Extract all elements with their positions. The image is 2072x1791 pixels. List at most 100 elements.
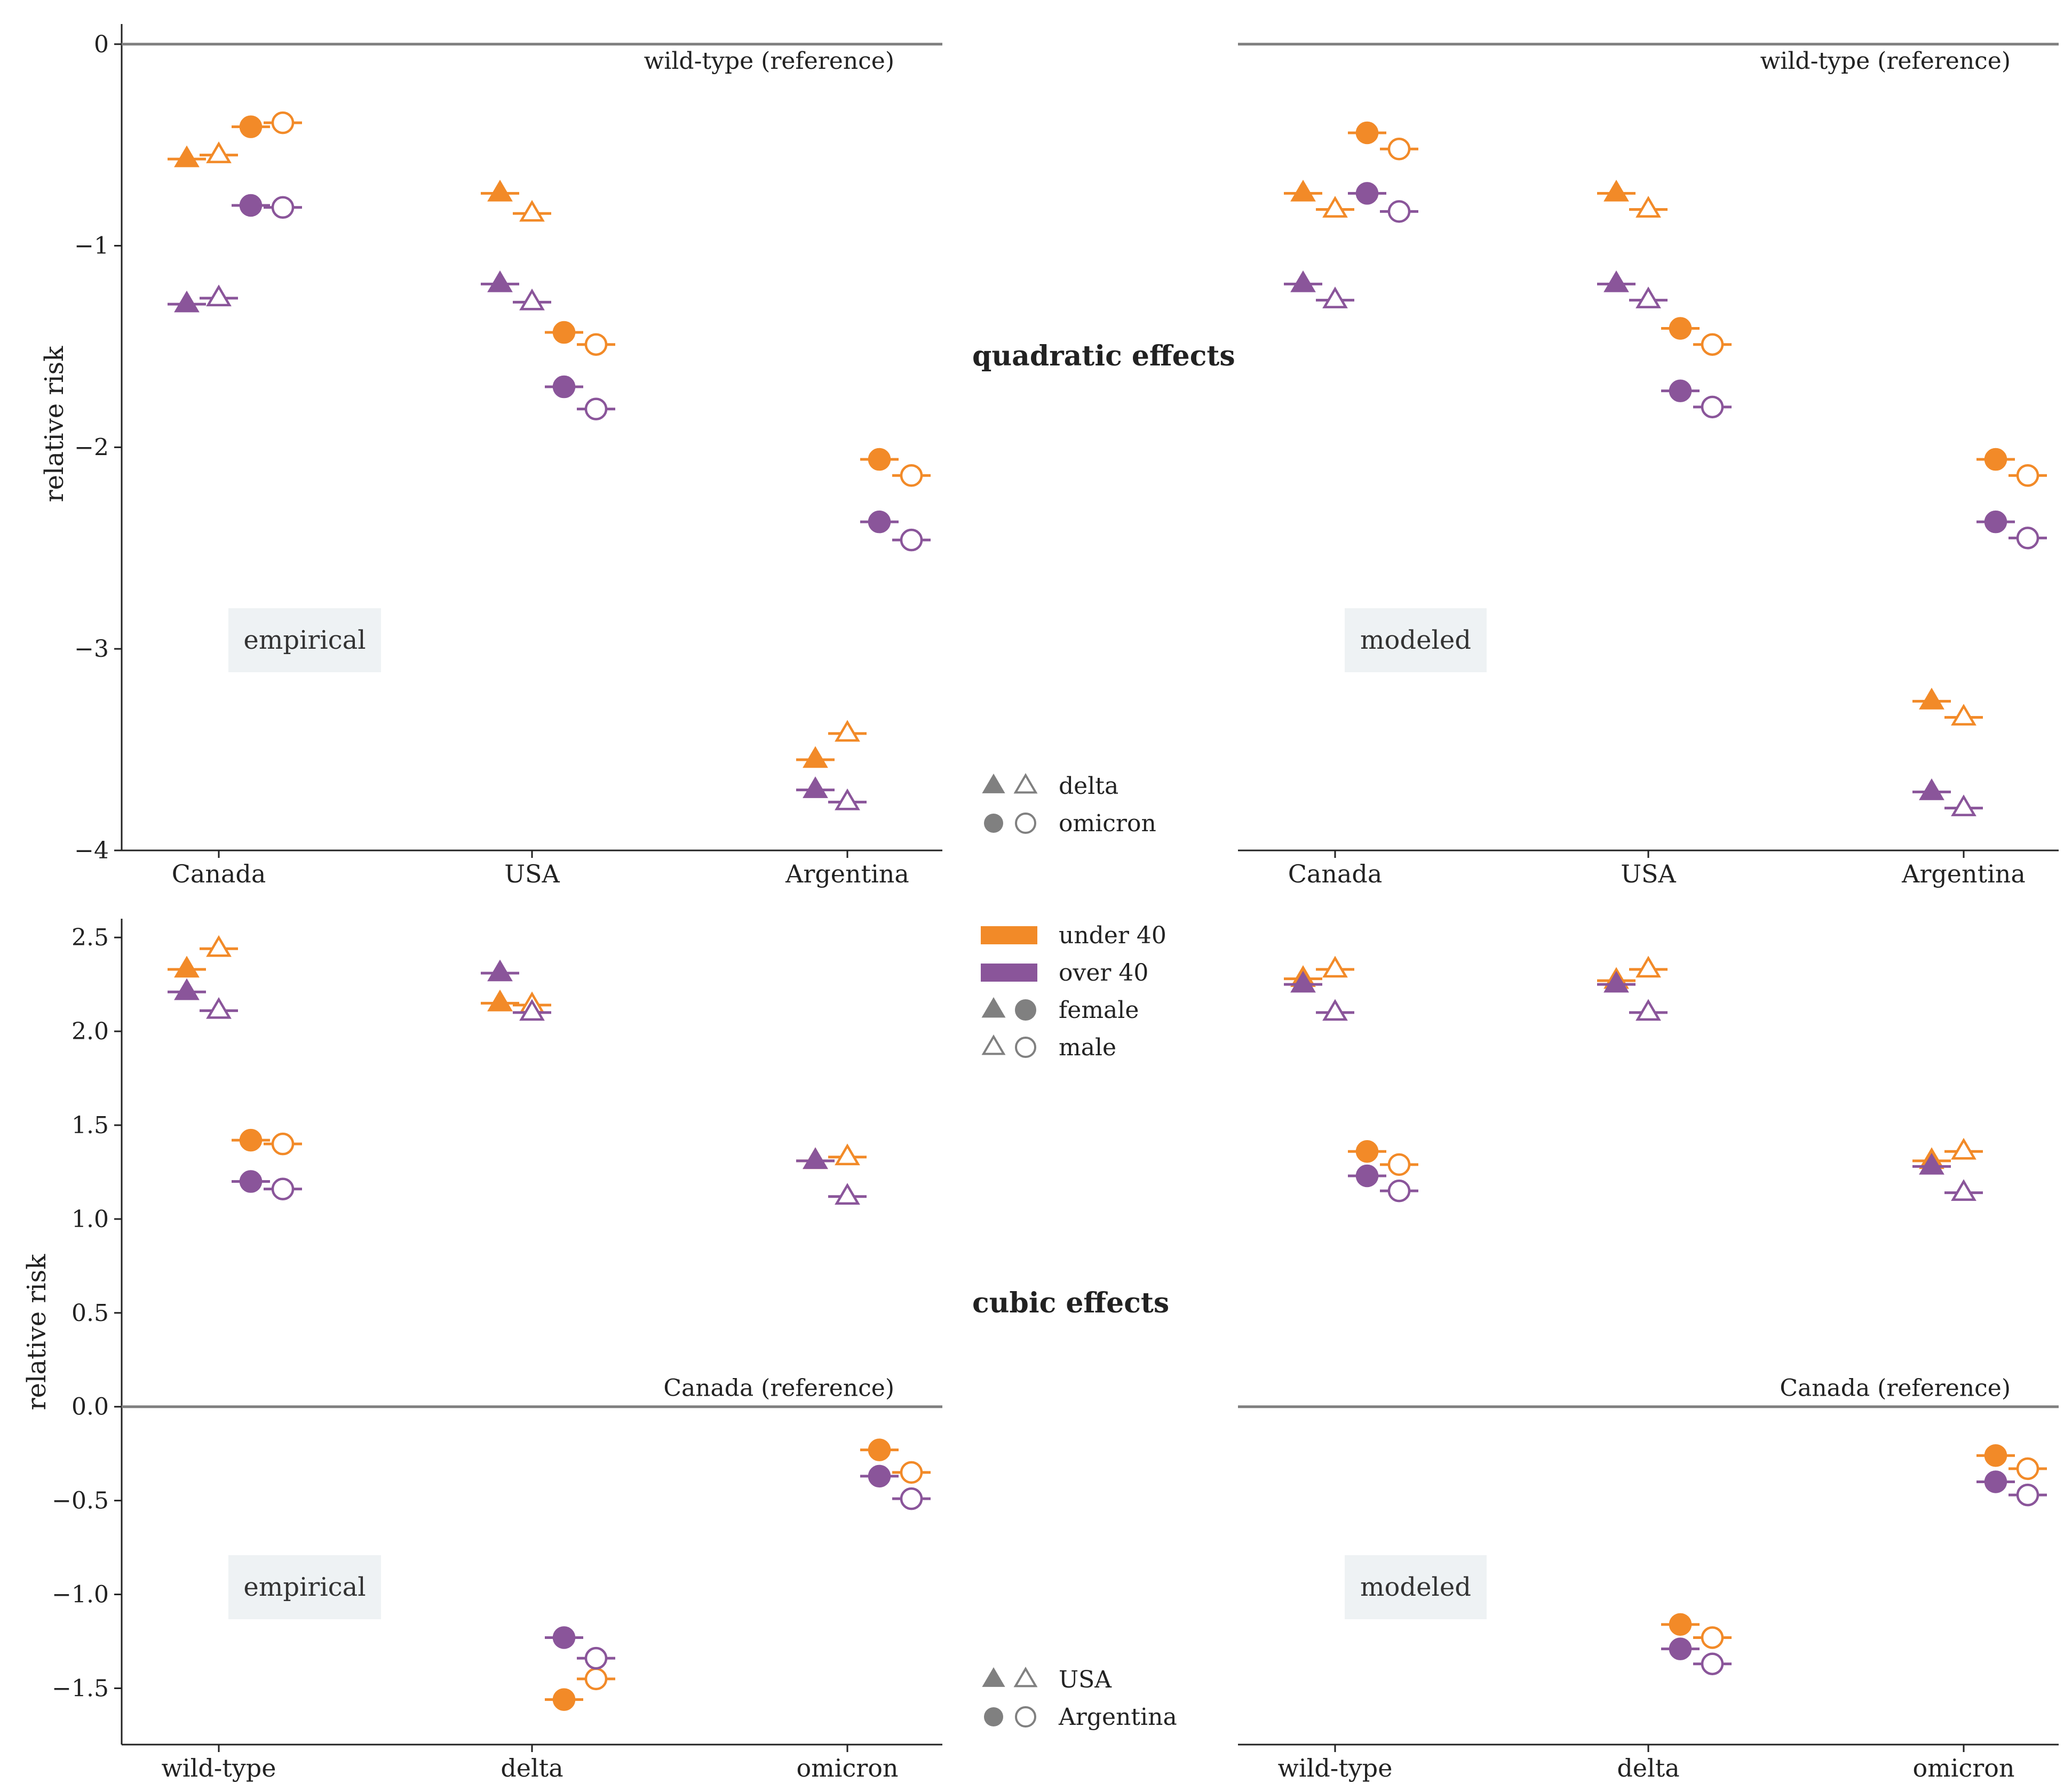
legend-label: over 40	[1059, 959, 1148, 986]
legend-swatch	[981, 926, 1037, 944]
data-point-triangle	[1636, 999, 1661, 1021]
data-point-triangle	[206, 141, 232, 163]
panel-badge-text: modeled	[1360, 625, 1471, 655]
y-tick-label: 0	[94, 31, 109, 58]
legend-circle-icon	[1015, 1037, 1036, 1058]
y-axis-title-bottom: relative risk	[22, 1254, 52, 1411]
data-point-circle	[552, 1688, 576, 1711]
data-point-triangle	[487, 989, 513, 1012]
data-point-circle	[900, 528, 923, 552]
data-point-circle	[900, 1461, 923, 1484]
data-point-circle	[1669, 379, 1692, 402]
data-point-circle	[1387, 137, 1411, 161]
data-point-circle	[1701, 1626, 1724, 1649]
legend-item-omicron: omicron	[984, 810, 1156, 837]
data-point-circle	[1984, 1470, 2007, 1493]
data-point-circle	[1355, 182, 1379, 205]
legend-triangle-open-icon	[1013, 1667, 1038, 1687]
legend-swatch	[981, 964, 1037, 982]
legend-circle-filled-icon	[984, 814, 1003, 833]
panel-badge	[1345, 1555, 1487, 1619]
panel-badge-text: modeled	[1360, 1572, 1471, 1602]
x-tick-label: delta	[1617, 1754, 1679, 1782]
data-point-circle	[1984, 448, 2007, 471]
data-point-circle	[271, 1177, 295, 1200]
x-tick-label: Canada	[172, 859, 266, 888]
data-point-triangle	[1919, 687, 1944, 710]
panel-badge-text: empirical	[243, 1572, 366, 1602]
data-point-circle	[868, 1438, 891, 1461]
data-point-triangle	[1636, 196, 1661, 218]
data-point-triangle	[487, 959, 513, 982]
legend-circle-open-icon	[1015, 1706, 1036, 1728]
data-point-triangle	[1919, 1152, 1944, 1175]
y-tick-label: −2	[74, 434, 109, 461]
x-tick-label: wild-type	[1278, 1754, 1393, 1782]
legend-label: delta	[1059, 773, 1118, 800]
data-point-triangle	[1603, 970, 1629, 993]
data-point-triangle	[1322, 956, 1348, 978]
data-point-triangle	[519, 288, 545, 311]
legend-item-female: female	[981, 997, 1139, 1024]
x-tick-label: USA	[1621, 859, 1676, 888]
x-tick-label: delta	[501, 1754, 563, 1782]
data-point-triangle	[803, 746, 828, 768]
data-point-triangle	[206, 935, 232, 957]
data-point-triangle	[1603, 179, 1629, 202]
data-point-circle	[239, 1128, 263, 1152]
data-point-circle	[1669, 1637, 1692, 1660]
data-point-triangle	[206, 997, 232, 1019]
data-point-triangle	[1290, 270, 1316, 292]
panel-cubic-empirical: 2.5 2.0 1.5 1.0 0.5 0.0 −0.5 −1.0 −1.5 Canada (re…	[52, 919, 942, 1782]
data-point-circle	[584, 1667, 608, 1691]
y-tick-label: −1.5	[52, 1675, 109, 1702]
data-point-circle	[271, 1132, 295, 1156]
y-tick-label: −0.5	[52, 1487, 109, 1515]
data-point-circle	[1669, 1613, 1692, 1636]
panel-cubic-modeled: Canada (reference) wild-type delta omicron m…	[1238, 956, 2059, 1782]
legend-item-under-40: under 40	[981, 922, 1166, 949]
x-tick-label: Argentina	[785, 859, 909, 888]
panel-badge-text: empirical	[243, 625, 366, 655]
y-tick-label: −3	[74, 635, 109, 663]
data-point-circle	[1387, 1153, 1411, 1176]
legend-circle-icon	[1015, 999, 1036, 1021]
data-point-circle	[2016, 464, 2039, 487]
panel-badge	[228, 608, 381, 672]
data-point-triangle	[174, 290, 200, 313]
x-tick-label: Canada	[1288, 859, 1383, 888]
legend-label: USA	[1059, 1666, 1112, 1693]
data-point-triangle	[835, 1143, 860, 1166]
panel-badge	[1345, 608, 1487, 672]
data-point-circle	[552, 1626, 576, 1649]
data-point-circle	[239, 194, 263, 217]
data-point-circle	[1701, 333, 1724, 356]
legend-country-shapes: USA Argentina	[982, 1666, 1177, 1731]
legend-item-delta: delta	[982, 773, 1118, 800]
data-point-circle	[584, 333, 608, 356]
data-point-circle	[239, 1170, 263, 1193]
panels-layer: 0 −1 −2 −3 −4 wild-type (reference) Canada USA A…	[52, 24, 2059, 1782]
section-title-quadratic: quadratic effects	[972, 340, 1235, 372]
data-point-circle	[552, 321, 576, 344]
panel-badge	[228, 1555, 381, 1619]
section-title-cubic: cubic effects	[972, 1287, 1169, 1319]
legend-label: omicron	[1059, 810, 1156, 837]
data-point-triangle	[519, 200, 545, 222]
data-point-triangle	[803, 1147, 828, 1169]
x-tick-label: omicron	[1912, 1754, 2014, 1782]
data-point-circle	[1355, 121, 1379, 145]
data-point-triangle	[519, 999, 545, 1021]
x-tick-label: USA	[504, 859, 560, 888]
data-point-triangle	[1290, 179, 1316, 202]
data-point-circle	[2016, 527, 2039, 550]
legend-variant-shapes: delta omicron	[982, 773, 1156, 837]
data-point-circle	[1701, 395, 1724, 419]
data-point-circle	[1984, 1444, 2007, 1467]
data-point-triangle	[174, 956, 200, 978]
y-tick-label: 0.5	[72, 1300, 109, 1327]
legend-label: male	[1059, 1034, 1116, 1061]
legend-groups: under 40 over 40 female male	[981, 922, 1166, 1061]
reference-label: wild-type (reference)	[644, 47, 894, 75]
